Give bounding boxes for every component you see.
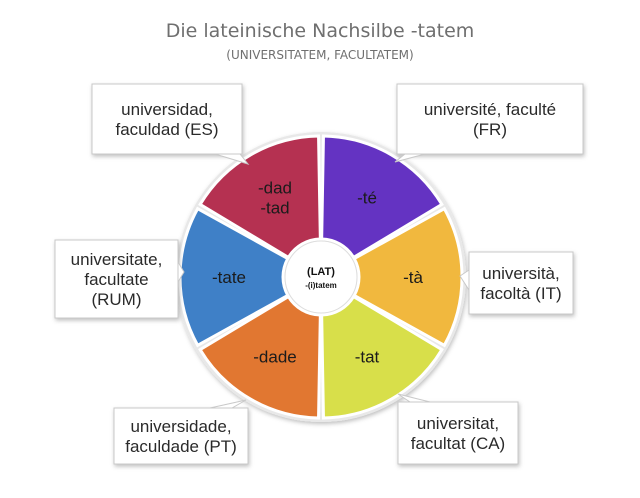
center-hub bbox=[284, 240, 358, 314]
callout-text-es: faculdad (ES) bbox=[116, 120, 219, 139]
callout-pt: universidade,faculdade (PT) bbox=[113, 399, 249, 465]
segment-label-es: -tad bbox=[260, 198, 289, 217]
callout-es: universidad,faculdad (ES) bbox=[91, 83, 250, 165]
callout-fr: université, faculté(FR) bbox=[394, 83, 584, 163]
segment-label-ca: -tat bbox=[355, 348, 380, 367]
wheel-segment-es bbox=[198, 134, 322, 260]
segment-label-fr: -té bbox=[357, 188, 377, 207]
callout-rum: universitate,facultate(RUM) bbox=[54, 239, 185, 319]
callout-text-it: facoltà (IT) bbox=[480, 284, 561, 303]
callout-box-fr bbox=[396, 83, 584, 155]
segment-label-rum: -tate bbox=[212, 268, 246, 287]
callout-pointer-rum bbox=[177, 260, 185, 284]
callout-text-rum: universitate, bbox=[71, 250, 163, 269]
wheel-segment-rum bbox=[178, 206, 290, 348]
callout-box-rum bbox=[54, 239, 179, 319]
diagram-title: Die lateinische Nachsilbe -tatem bbox=[165, 20, 475, 42]
wheel-segment-pt bbox=[198, 294, 322, 420]
callout-text-rum: facultate bbox=[84, 270, 148, 289]
callout-pointer-it bbox=[459, 269, 470, 292]
callout-text-it: università, bbox=[482, 264, 559, 283]
callout-text-es: universidad, bbox=[121, 100, 213, 119]
callout-pointer-fr bbox=[394, 153, 426, 163]
callout-pointer-es bbox=[214, 153, 250, 165]
segment-label-es: -dad bbox=[258, 178, 292, 197]
callout-text-rum: (RUM) bbox=[91, 290, 141, 309]
segment-label-pt: -dade bbox=[253, 348, 296, 367]
callout-text-fr: (FR) bbox=[473, 120, 507, 139]
segment-label-it: -tà bbox=[403, 268, 423, 287]
callout-text-pt: faculdade (PT) bbox=[125, 437, 237, 456]
callout-ca: universitat,facultat (CA) bbox=[397, 393, 519, 465]
wheel-segment-it bbox=[352, 206, 464, 348]
callout-text-fr: université, faculté bbox=[424, 100, 556, 119]
callout-box-ca bbox=[397, 401, 519, 465]
callout-box-pt bbox=[113, 407, 249, 465]
center-label-suffix: -(i)tatem bbox=[305, 281, 337, 290]
callout-box-es bbox=[91, 83, 243, 155]
callout-box-it bbox=[468, 251, 574, 315]
callout-text-ca: facultat (CA) bbox=[411, 434, 505, 453]
diagram-subtitle: (UNIVERSITATEM, FACULTATEM) bbox=[226, 48, 414, 62]
callout-text-ca: universitat, bbox=[417, 414, 499, 433]
wheel-segment-fr bbox=[320, 134, 444, 260]
callout-it: università,facoltà (IT) bbox=[459, 251, 574, 315]
callout-text-pt: universidade, bbox=[130, 417, 231, 436]
callout-pointer-pt bbox=[209, 399, 247, 409]
callout-pointer-ca bbox=[397, 393, 431, 403]
wheel-segment-ca bbox=[320, 294, 444, 420]
center-label-lat: (LAT) bbox=[307, 266, 335, 278]
